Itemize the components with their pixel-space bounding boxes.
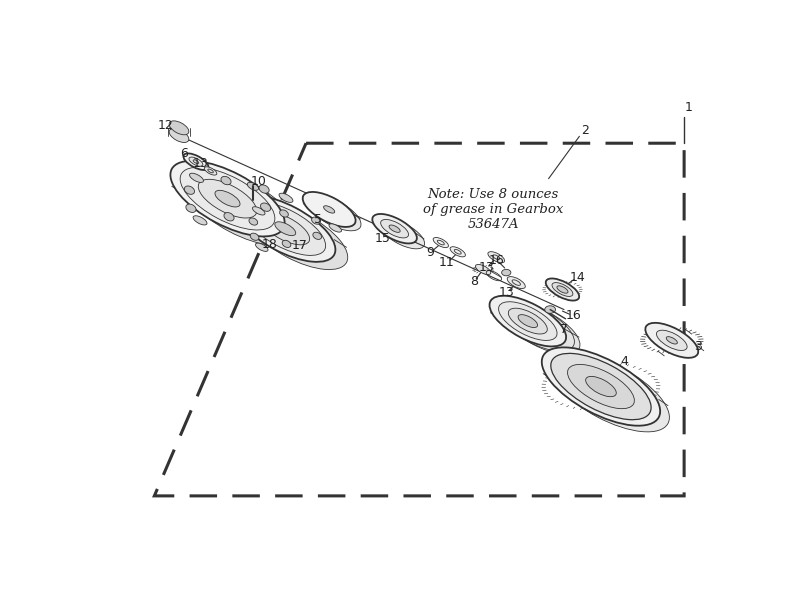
Text: 13: 13 <box>193 156 209 170</box>
Ellipse shape <box>433 238 449 248</box>
Ellipse shape <box>552 283 573 296</box>
Ellipse shape <box>280 210 288 217</box>
Ellipse shape <box>498 302 557 341</box>
Ellipse shape <box>329 224 342 232</box>
Text: 17: 17 <box>291 239 307 252</box>
Text: 18: 18 <box>262 238 278 251</box>
Ellipse shape <box>184 170 298 246</box>
Ellipse shape <box>204 167 217 175</box>
Ellipse shape <box>261 213 310 245</box>
Ellipse shape <box>507 277 526 288</box>
Ellipse shape <box>250 233 259 240</box>
Ellipse shape <box>508 308 547 334</box>
Ellipse shape <box>302 192 356 227</box>
Text: 2: 2 <box>581 124 589 137</box>
Ellipse shape <box>389 225 400 232</box>
Ellipse shape <box>253 207 265 215</box>
Ellipse shape <box>646 323 698 358</box>
Ellipse shape <box>224 213 234 221</box>
Text: 7: 7 <box>560 323 568 336</box>
Ellipse shape <box>666 337 678 344</box>
Ellipse shape <box>247 203 348 270</box>
Ellipse shape <box>372 214 417 243</box>
Text: 16: 16 <box>566 309 581 322</box>
Text: 4: 4 <box>620 355 628 368</box>
Ellipse shape <box>261 203 270 211</box>
Text: 12: 12 <box>158 119 174 132</box>
Ellipse shape <box>381 219 409 238</box>
Ellipse shape <box>311 217 320 224</box>
Ellipse shape <box>282 240 291 248</box>
Ellipse shape <box>323 206 334 213</box>
Text: 11: 11 <box>439 256 455 269</box>
Ellipse shape <box>183 153 209 170</box>
Text: 13: 13 <box>479 261 495 274</box>
Text: 15: 15 <box>374 232 390 245</box>
Ellipse shape <box>169 129 189 142</box>
Text: 6: 6 <box>181 147 188 160</box>
Ellipse shape <box>198 179 257 218</box>
Ellipse shape <box>545 306 555 314</box>
Ellipse shape <box>586 376 616 397</box>
Ellipse shape <box>657 330 687 351</box>
Ellipse shape <box>557 286 568 293</box>
Text: 9: 9 <box>426 246 434 259</box>
Ellipse shape <box>221 176 231 185</box>
Ellipse shape <box>184 186 194 194</box>
Ellipse shape <box>503 304 580 354</box>
Ellipse shape <box>215 190 240 207</box>
Text: 5: 5 <box>314 213 322 226</box>
Ellipse shape <box>490 296 566 346</box>
Ellipse shape <box>255 243 268 251</box>
Ellipse shape <box>190 173 203 182</box>
Ellipse shape <box>249 218 258 225</box>
Ellipse shape <box>567 365 634 408</box>
Text: 10: 10 <box>251 175 267 188</box>
Ellipse shape <box>275 222 296 235</box>
Ellipse shape <box>450 247 466 257</box>
Text: 3: 3 <box>694 340 702 353</box>
Ellipse shape <box>488 252 505 262</box>
Ellipse shape <box>546 278 579 301</box>
Text: Note: Use 8 ounces
of grease in Gearbox
53647A: Note: Use 8 ounces of grease in Gearbox … <box>423 188 563 230</box>
Ellipse shape <box>186 204 196 213</box>
Ellipse shape <box>245 202 326 256</box>
Ellipse shape <box>502 269 511 276</box>
Ellipse shape <box>308 196 361 231</box>
Ellipse shape <box>542 347 660 426</box>
Text: 8: 8 <box>470 275 478 288</box>
Ellipse shape <box>170 161 285 237</box>
Ellipse shape <box>475 264 491 275</box>
Ellipse shape <box>551 354 670 432</box>
Ellipse shape <box>189 157 203 166</box>
Ellipse shape <box>180 168 275 230</box>
Ellipse shape <box>313 232 322 240</box>
Ellipse shape <box>193 216 207 225</box>
Text: 16: 16 <box>489 254 505 267</box>
Text: 14: 14 <box>570 270 585 284</box>
Ellipse shape <box>259 185 269 193</box>
Text: 1: 1 <box>685 101 693 115</box>
Ellipse shape <box>169 121 189 135</box>
Ellipse shape <box>380 219 425 249</box>
Ellipse shape <box>518 315 538 328</box>
Ellipse shape <box>551 354 651 419</box>
Ellipse shape <box>279 193 293 203</box>
Ellipse shape <box>247 182 258 190</box>
Text: 13: 13 <box>499 286 515 299</box>
Ellipse shape <box>235 195 335 262</box>
